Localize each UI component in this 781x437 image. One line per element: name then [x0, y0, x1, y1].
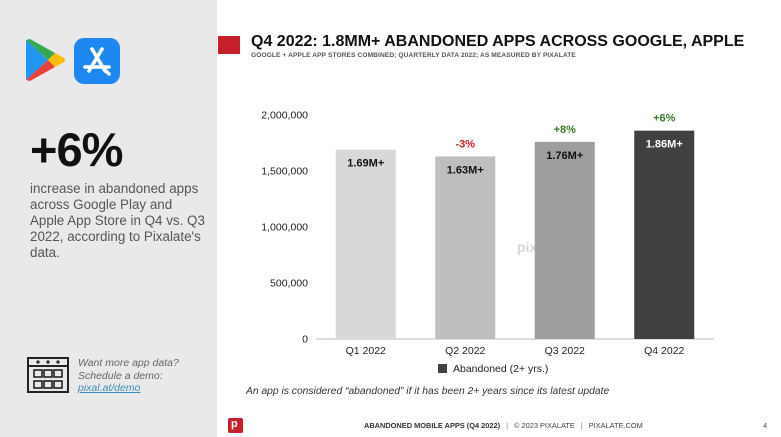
change-label: +6%: [653, 113, 676, 125]
footnote: An app is considered “abandoned” if it h…: [246, 386, 610, 397]
app-store-icon: [74, 38, 120, 84]
title-accent-bar: [218, 36, 240, 54]
demo-cta: Want more app data? Schedule a demo: pix…: [78, 357, 179, 395]
y-tick-label: 1,500,000: [261, 166, 308, 178]
stat-description: increase in abandoned apps across Google…: [30, 181, 205, 260]
y-tick-label: 2,000,000: [261, 110, 308, 122]
page-title: Q4 2022: 1.8MM+ ABANDONED APPS ACROSS GO…: [251, 33, 745, 50]
y-tick-label: 0: [302, 334, 308, 346]
headline-stat: +6%: [30, 123, 123, 176]
legend-label: Abandoned (2+ yrs.): [453, 363, 548, 375]
bar: [534, 141, 595, 339]
legend-swatch: [438, 364, 447, 373]
x-tick-label: Q2 2022: [445, 345, 485, 357]
x-tick-label: Q1 2022: [346, 345, 386, 357]
footer-site: PIXALATE.COM: [588, 421, 643, 430]
footer: ABANDONED MOBILE APPS (Q4 2022) | © 2023 P…: [364, 421, 643, 430]
bar-data-label: 1.63M+: [447, 164, 484, 176]
demo-link[interactable]: pixal.at/demo: [78, 382, 141, 394]
bar-data-label: 1.69M+: [347, 158, 384, 170]
cta-line-1: Want more app data?: [78, 357, 179, 369]
left-panel: +6% increase in abandoned apps across Go…: [0, 0, 217, 437]
cta-line-2: Schedule a demo:: [78, 369, 163, 382]
x-tick-label: Q3 2022: [545, 345, 585, 357]
page-subtitle: GOOGLE + APPLE APP STORES COMBINED; QUAR…: [251, 52, 576, 59]
y-tick-label: 1,000,000: [261, 222, 308, 234]
bar: [634, 130, 695, 339]
google-play-icon: [26, 39, 65, 81]
change-label: +8%: [554, 124, 577, 136]
bar: [435, 156, 496, 339]
bar: [335, 149, 396, 339]
bar-data-label: 1.86M+: [646, 139, 683, 151]
y-tick-label: 500,000: [270, 278, 308, 290]
footer-copyright: © 2023 PIXALATE: [514, 421, 575, 430]
bar-data-label: 1.76M+: [546, 150, 583, 162]
footer-report: ABANDONED MOBILE APPS (Q4 2022): [364, 421, 501, 430]
change-label: -3%: [455, 138, 475, 150]
page-number: 4: [763, 421, 768, 430]
bar-chart: 0500,0001,000,0001,500,0002,000,000pixal…: [261, 110, 714, 375]
pixalate-logo: p: [228, 418, 243, 433]
x-tick-label: Q4 2022: [644, 345, 684, 357]
calendar-icon: [27, 357, 69, 393]
